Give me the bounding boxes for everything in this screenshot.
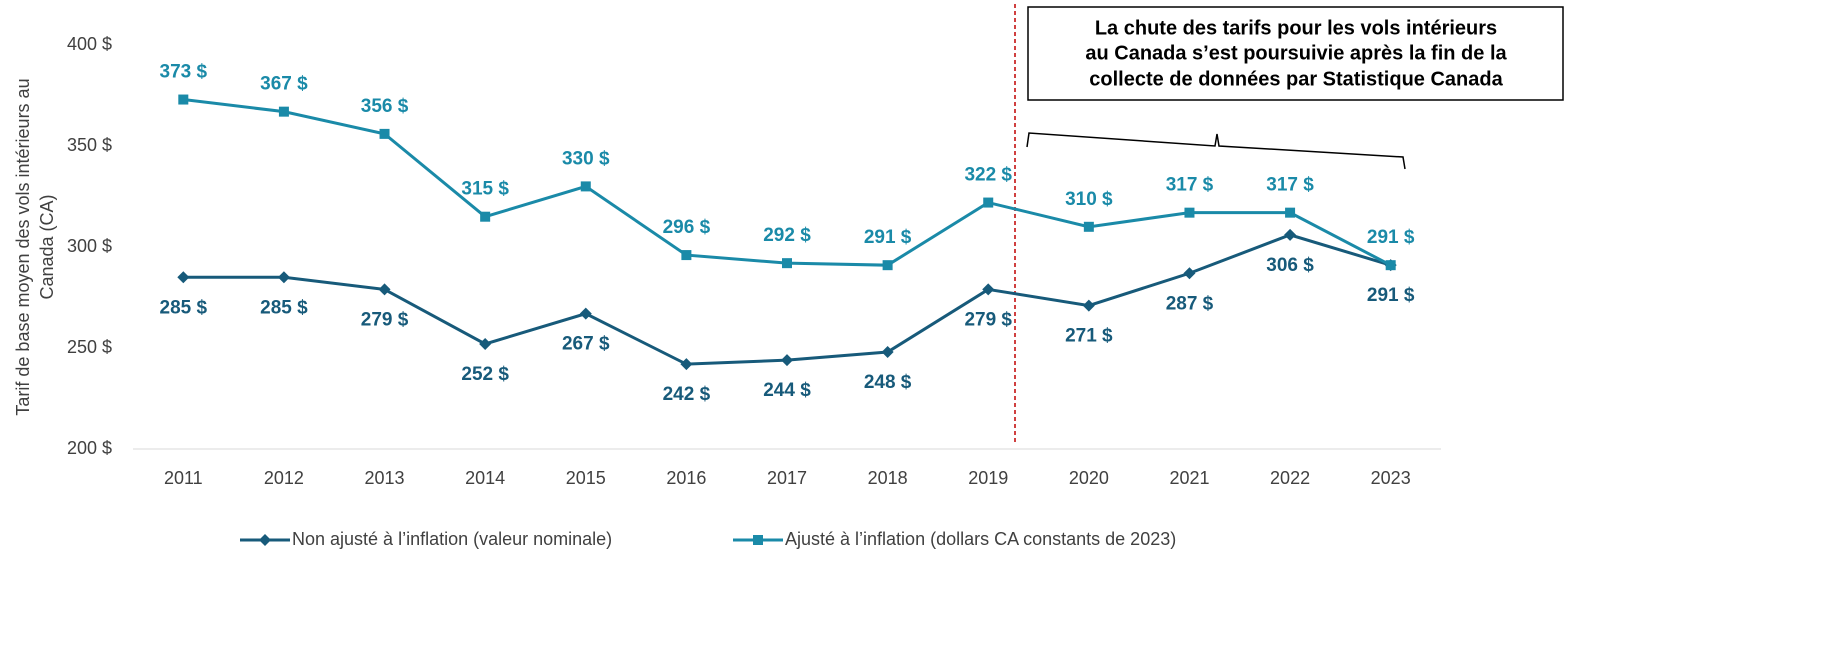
x-tick-label: 2012 bbox=[264, 468, 304, 488]
annotation: La chute des tarifs pour les vols intéri… bbox=[1095, 17, 1497, 39]
legend-marker bbox=[259, 534, 271, 546]
y-axis-title-line: Tarif de base moyen des vols intérieurs … bbox=[13, 78, 33, 415]
legend-marker bbox=[753, 535, 763, 545]
annotation: au Canada s’est poursuivie après la fin … bbox=[1085, 42, 1507, 64]
value-label: 287 $ bbox=[1166, 293, 1214, 314]
value-label: 317 $ bbox=[1266, 175, 1314, 196]
x-tick-label: 2011 bbox=[164, 468, 203, 488]
value-label: 373 $ bbox=[160, 62, 208, 83]
data-point bbox=[277, 271, 290, 284]
value-label: 310 $ bbox=[1065, 189, 1113, 210]
data-point bbox=[479, 337, 492, 350]
value-label: 367 $ bbox=[260, 74, 308, 95]
value-label: 330 $ bbox=[562, 148, 610, 169]
value-label: 242 $ bbox=[663, 384, 711, 405]
x-tick-label: 2017 bbox=[767, 468, 807, 488]
x-tick-label: 2015 bbox=[566, 468, 606, 488]
brace bbox=[1026, 132, 1406, 170]
value-label: 248 $ bbox=[864, 372, 912, 393]
data-point bbox=[782, 258, 792, 269]
y-axis-title-line: Canada (CA) bbox=[37, 194, 57, 299]
data-point bbox=[177, 271, 190, 284]
y-tick-label: 250 $ bbox=[67, 337, 112, 357]
legend-label: Non ajusté à l’inflation (valeur nominal… bbox=[292, 529, 612, 549]
value-label: 267 $ bbox=[562, 334, 610, 355]
data-point bbox=[480, 211, 491, 222]
value-label: 244 $ bbox=[763, 380, 811, 401]
data-point bbox=[178, 94, 189, 105]
x-tick-label: 2018 bbox=[868, 468, 908, 488]
value-label: 279 $ bbox=[964, 309, 1012, 330]
annotation-box bbox=[1027, 6, 1564, 101]
value-label: 317 $ bbox=[1166, 175, 1214, 196]
y-tick-label: 200 $ bbox=[67, 438, 112, 458]
value-label: 252 $ bbox=[461, 364, 509, 385]
data-point bbox=[681, 250, 692, 261]
value-label: 356 $ bbox=[361, 96, 409, 117]
x-tick-label: 2020 bbox=[1069, 468, 1109, 488]
data-point bbox=[379, 128, 390, 139]
x-tick-label: 2022 bbox=[1270, 468, 1310, 488]
value-label: 279 $ bbox=[361, 309, 409, 330]
data-point bbox=[579, 307, 592, 320]
value-label: 296 $ bbox=[663, 217, 711, 238]
data-point bbox=[1082, 299, 1095, 312]
value-label: 285 $ bbox=[260, 297, 308, 318]
value-label: 291 $ bbox=[1367, 285, 1415, 306]
annotation: collecte de données par Statistique Cana… bbox=[1089, 68, 1503, 90]
x-tick-label: 2013 bbox=[365, 468, 405, 488]
x-tick-label: 2021 bbox=[1169, 468, 1209, 488]
data-point bbox=[1385, 260, 1396, 271]
data-point bbox=[882, 260, 893, 271]
y-axis-title: Tarif de base moyen des vols intérieurs … bbox=[13, 78, 57, 415]
data-point bbox=[680, 358, 693, 371]
y-tick-label: 300 $ bbox=[67, 236, 112, 256]
data-point bbox=[378, 283, 391, 296]
value-label: 292 $ bbox=[763, 225, 811, 246]
data-point bbox=[1184, 207, 1195, 218]
value-label: 291 $ bbox=[864, 227, 912, 248]
data-point bbox=[580, 181, 591, 192]
legend-label: Ajusté à l’inflation (dollars CA constan… bbox=[785, 529, 1176, 549]
value-label: 315 $ bbox=[461, 179, 509, 200]
data-point bbox=[983, 197, 994, 208]
data-point bbox=[1183, 267, 1196, 280]
y-tick-label: 350 $ bbox=[67, 135, 112, 155]
x-tick-label: 2014 bbox=[465, 468, 505, 488]
data-point bbox=[1083, 221, 1094, 232]
data-point bbox=[278, 106, 289, 117]
x-tick-label: 2023 bbox=[1371, 468, 1411, 488]
value-label: 322 $ bbox=[964, 165, 1012, 186]
data-point bbox=[781, 354, 793, 367]
value-label: 285 $ bbox=[160, 297, 208, 318]
data-point bbox=[982, 283, 995, 296]
x-tick-label: 2019 bbox=[968, 468, 1008, 488]
data-point bbox=[1285, 207, 1296, 218]
x-tick-label: 2016 bbox=[666, 468, 706, 488]
value-label: 306 $ bbox=[1266, 255, 1314, 276]
data-point bbox=[1284, 228, 1297, 241]
y-tick-label: 400 $ bbox=[67, 34, 112, 54]
data-point bbox=[881, 346, 894, 359]
value-label: 291 $ bbox=[1367, 227, 1415, 248]
value-label: 271 $ bbox=[1065, 326, 1113, 347]
